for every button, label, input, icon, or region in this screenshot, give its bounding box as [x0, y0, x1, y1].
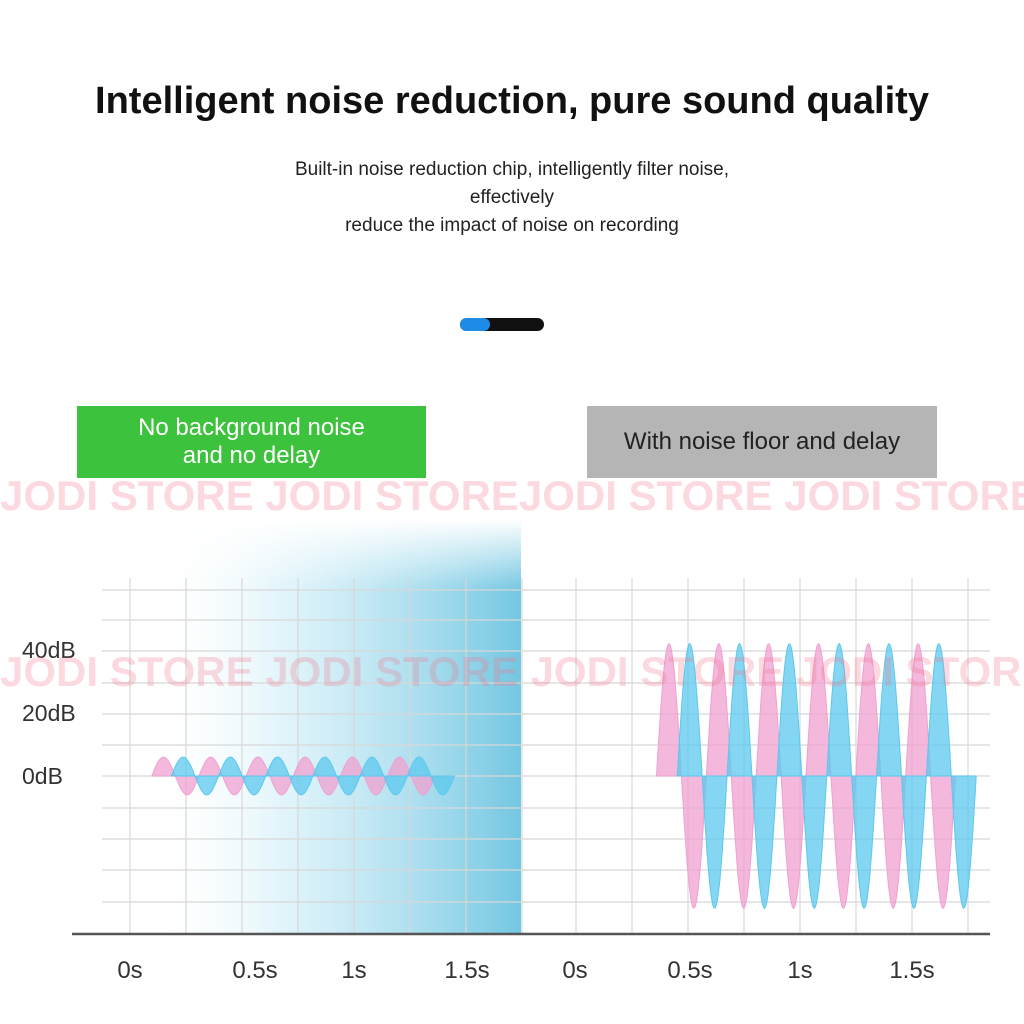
- x-tick-label: 1.5s: [889, 957, 934, 984]
- page-subtitle: Built-in noise reduction chip, intellige…: [262, 156, 762, 240]
- badge-with-noise: With noise floor and delay: [587, 406, 937, 478]
- page-title: Intelligent noise reduction, pure sound …: [95, 80, 929, 122]
- highlight-top-fade: [150, 520, 521, 590]
- tick-labels: 40dB 20dB 0dB 0s 0.5s 1s 1.5s 0s 0.5s 1s 1.5s: [22, 637, 935, 984]
- x-tick-label: 0s: [562, 957, 587, 984]
- y-tick-label: 0dB: [22, 763, 63, 789]
- x-tick-label: 1s: [341, 957, 366, 984]
- x-tick-label: 0s: [117, 957, 142, 984]
- left-waveforms: [151, 756, 456, 796]
- grid: [102, 578, 990, 934]
- subtitle-line-2: reduce the impact of noise on recording: [345, 215, 679, 236]
- x-tick-label: 1.5s: [444, 957, 489, 984]
- badge-no-noise-line-2: and no delay: [182, 442, 321, 469]
- x-tick-label: 0.5s: [232, 957, 277, 984]
- right-waveforms: [655, 642, 977, 910]
- pager-active-dot[interactable]: [460, 318, 490, 331]
- waveform-blue: [676, 642, 977, 910]
- x-tick-label: 0.5s: [667, 957, 712, 984]
- waveform-blue: [170, 756, 456, 796]
- y-tick-label: 20dB: [22, 700, 76, 726]
- y-tick-label: 40dB: [22, 637, 76, 663]
- badge-no-noise: No background noise and no delay: [77, 406, 426, 478]
- badge-no-noise-line-1: No background noise: [138, 414, 365, 441]
- subtitle-line-1: Built-in noise reduction chip, intellige…: [294, 159, 730, 208]
- x-tick-label: 1s: [787, 957, 812, 984]
- pager-indicator[interactable]: [460, 318, 544, 331]
